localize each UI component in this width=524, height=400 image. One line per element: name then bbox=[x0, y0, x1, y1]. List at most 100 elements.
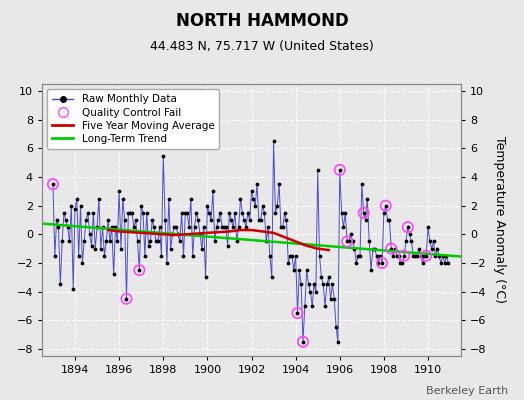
Point bbox=[400, 252, 408, 259]
Point bbox=[439, 252, 447, 259]
Point bbox=[63, 224, 72, 230]
Point bbox=[227, 217, 235, 223]
Point bbox=[273, 202, 281, 209]
Point bbox=[141, 252, 149, 259]
Point bbox=[194, 217, 202, 223]
Point bbox=[381, 202, 390, 209]
Point bbox=[240, 217, 248, 223]
Point bbox=[378, 260, 386, 266]
Point bbox=[433, 246, 441, 252]
Point bbox=[337, 210, 346, 216]
Point bbox=[56, 281, 64, 288]
Point bbox=[111, 224, 119, 230]
Point bbox=[146, 238, 155, 245]
Point bbox=[420, 252, 429, 259]
Point bbox=[91, 246, 100, 252]
Point bbox=[335, 167, 344, 173]
Point bbox=[150, 224, 158, 230]
Point bbox=[222, 224, 230, 230]
Point bbox=[264, 224, 272, 230]
Point bbox=[62, 217, 70, 223]
Point bbox=[317, 274, 325, 280]
Point bbox=[351, 246, 359, 252]
Point bbox=[422, 252, 430, 259]
Point bbox=[66, 238, 74, 245]
Point bbox=[271, 210, 280, 216]
Text: 44.483 N, 75.717 W (United States): 44.483 N, 75.717 W (United States) bbox=[150, 40, 374, 53]
Point bbox=[387, 246, 396, 252]
Point bbox=[168, 231, 177, 238]
Point bbox=[414, 246, 423, 252]
Point bbox=[359, 210, 368, 216]
Point bbox=[200, 224, 208, 230]
Point bbox=[339, 224, 347, 230]
Point bbox=[88, 242, 96, 249]
Point bbox=[154, 238, 162, 245]
Text: NORTH HAMMOND: NORTH HAMMOND bbox=[176, 12, 348, 30]
Point bbox=[118, 195, 127, 202]
Point bbox=[126, 210, 134, 216]
Point bbox=[435, 252, 443, 259]
Point bbox=[297, 281, 305, 288]
Point bbox=[424, 224, 432, 230]
Point bbox=[211, 238, 219, 245]
Point bbox=[363, 195, 372, 202]
Point bbox=[128, 210, 136, 216]
Point bbox=[135, 267, 144, 273]
Point bbox=[352, 260, 361, 266]
Point bbox=[257, 217, 265, 223]
Point bbox=[418, 260, 427, 266]
Point bbox=[201, 274, 210, 280]
Point bbox=[139, 210, 147, 216]
Point bbox=[60, 210, 68, 216]
Point bbox=[422, 252, 430, 259]
Point bbox=[106, 238, 114, 245]
Point bbox=[308, 303, 316, 309]
Point bbox=[403, 224, 412, 230]
Point bbox=[244, 210, 252, 216]
Point bbox=[165, 195, 173, 202]
Point bbox=[326, 296, 335, 302]
Point bbox=[269, 138, 278, 144]
Point bbox=[362, 217, 370, 223]
Point bbox=[231, 210, 239, 216]
Point bbox=[178, 210, 186, 216]
Point bbox=[161, 217, 169, 223]
Point bbox=[369, 246, 377, 252]
Point bbox=[436, 260, 445, 266]
Point bbox=[100, 252, 108, 259]
Legend: Raw Monthly Data, Quality Control Fail, Five Year Moving Average, Long-Term Tren: Raw Monthly Data, Quality Control Fail, … bbox=[47, 89, 220, 149]
Point bbox=[67, 202, 75, 209]
Point bbox=[284, 260, 292, 266]
Point bbox=[121, 217, 129, 223]
Point bbox=[411, 252, 419, 259]
Point bbox=[220, 224, 228, 230]
Point bbox=[330, 296, 339, 302]
Point bbox=[373, 252, 381, 259]
Point bbox=[247, 188, 256, 194]
Point bbox=[129, 224, 138, 230]
Point bbox=[183, 210, 191, 216]
Point bbox=[205, 210, 213, 216]
Point bbox=[301, 303, 309, 309]
Point bbox=[251, 202, 259, 209]
Point bbox=[356, 252, 364, 259]
Point bbox=[400, 252, 408, 259]
Point bbox=[137, 202, 145, 209]
Point bbox=[343, 238, 351, 245]
Point bbox=[321, 303, 329, 309]
Point bbox=[389, 252, 397, 259]
Point bbox=[117, 246, 125, 252]
Point bbox=[409, 252, 418, 259]
Point bbox=[148, 217, 157, 223]
Text: Berkeley Earth: Berkeley Earth bbox=[426, 386, 508, 396]
Point bbox=[310, 281, 318, 288]
Point bbox=[52, 217, 61, 223]
Point bbox=[73, 195, 81, 202]
Point bbox=[85, 231, 94, 238]
Point bbox=[376, 252, 385, 259]
Point bbox=[288, 252, 296, 259]
Point bbox=[95, 195, 103, 202]
Point bbox=[260, 210, 269, 216]
Point bbox=[110, 271, 118, 278]
